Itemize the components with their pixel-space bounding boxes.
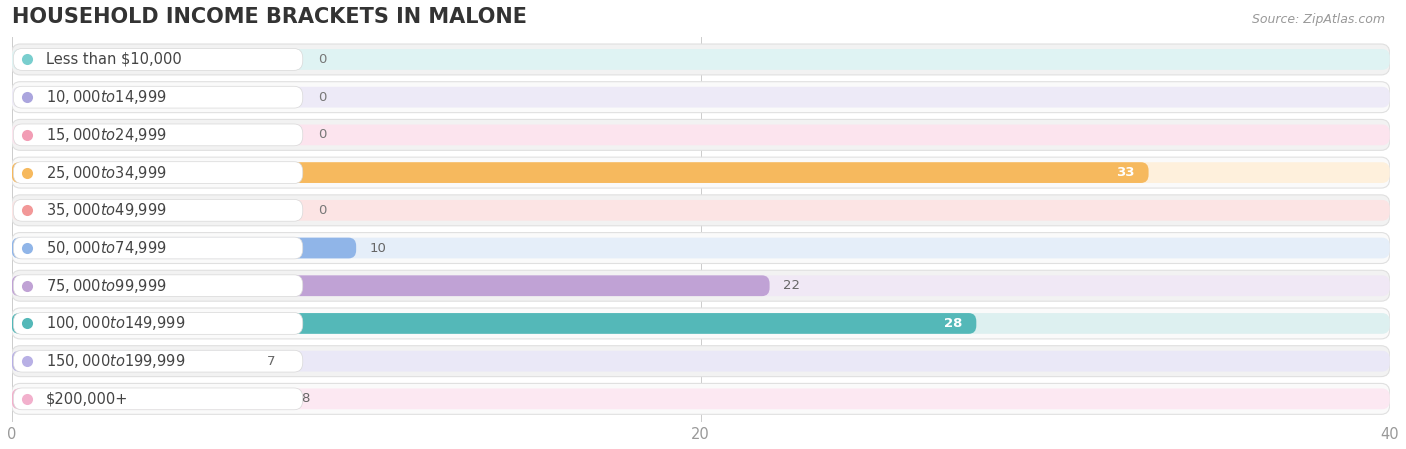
- Text: 28: 28: [945, 317, 963, 330]
- FancyBboxPatch shape: [13, 237, 302, 259]
- Text: $200,000+: $200,000+: [46, 392, 128, 406]
- Text: $25,000 to $34,999: $25,000 to $34,999: [46, 163, 167, 181]
- Text: 0: 0: [318, 53, 326, 66]
- FancyBboxPatch shape: [11, 124, 1389, 145]
- FancyBboxPatch shape: [11, 351, 1389, 371]
- FancyBboxPatch shape: [11, 162, 1389, 183]
- FancyBboxPatch shape: [11, 82, 1389, 113]
- FancyBboxPatch shape: [11, 238, 1389, 258]
- Text: 8: 8: [301, 392, 309, 405]
- FancyBboxPatch shape: [13, 199, 302, 221]
- FancyBboxPatch shape: [11, 119, 1389, 150]
- Text: Less than $10,000: Less than $10,000: [46, 52, 181, 67]
- FancyBboxPatch shape: [11, 275, 1389, 296]
- Text: HOUSEHOLD INCOME BRACKETS IN MALONE: HOUSEHOLD INCOME BRACKETS IN MALONE: [11, 7, 527, 27]
- FancyBboxPatch shape: [11, 275, 769, 296]
- FancyBboxPatch shape: [13, 124, 302, 146]
- Text: $75,000 to $99,999: $75,000 to $99,999: [46, 277, 167, 295]
- Text: $150,000 to $199,999: $150,000 to $199,999: [46, 352, 186, 370]
- FancyBboxPatch shape: [11, 200, 1389, 220]
- FancyBboxPatch shape: [11, 270, 1389, 301]
- FancyBboxPatch shape: [13, 350, 302, 372]
- FancyBboxPatch shape: [13, 162, 302, 184]
- FancyBboxPatch shape: [11, 313, 976, 334]
- Text: 0: 0: [318, 91, 326, 104]
- FancyBboxPatch shape: [11, 44, 1389, 75]
- FancyBboxPatch shape: [11, 308, 1389, 339]
- FancyBboxPatch shape: [11, 388, 1389, 409]
- Text: 0: 0: [318, 128, 326, 141]
- Text: $100,000 to $149,999: $100,000 to $149,999: [46, 314, 186, 332]
- FancyBboxPatch shape: [13, 48, 302, 70]
- FancyBboxPatch shape: [11, 49, 1389, 70]
- Text: 0: 0: [318, 204, 326, 217]
- Text: $10,000 to $14,999: $10,000 to $14,999: [46, 88, 167, 106]
- FancyBboxPatch shape: [13, 388, 302, 410]
- FancyBboxPatch shape: [11, 195, 1389, 226]
- Text: $50,000 to $74,999: $50,000 to $74,999: [46, 239, 167, 257]
- Text: Source: ZipAtlas.com: Source: ZipAtlas.com: [1251, 13, 1385, 26]
- FancyBboxPatch shape: [11, 238, 356, 258]
- Text: $15,000 to $24,999: $15,000 to $24,999: [46, 126, 167, 144]
- Text: 33: 33: [1116, 166, 1135, 179]
- Text: 10: 10: [370, 242, 387, 255]
- FancyBboxPatch shape: [11, 313, 1389, 334]
- FancyBboxPatch shape: [11, 162, 1149, 183]
- FancyBboxPatch shape: [11, 383, 1389, 414]
- Text: 7: 7: [267, 355, 276, 368]
- FancyBboxPatch shape: [13, 86, 302, 108]
- Text: 22: 22: [783, 279, 800, 292]
- FancyBboxPatch shape: [11, 87, 1389, 108]
- FancyBboxPatch shape: [11, 388, 287, 409]
- Text: $35,000 to $49,999: $35,000 to $49,999: [46, 201, 167, 219]
- FancyBboxPatch shape: [13, 313, 302, 335]
- FancyBboxPatch shape: [11, 157, 1389, 188]
- FancyBboxPatch shape: [13, 275, 302, 297]
- FancyBboxPatch shape: [11, 233, 1389, 264]
- FancyBboxPatch shape: [11, 351, 253, 371]
- FancyBboxPatch shape: [11, 346, 1389, 377]
